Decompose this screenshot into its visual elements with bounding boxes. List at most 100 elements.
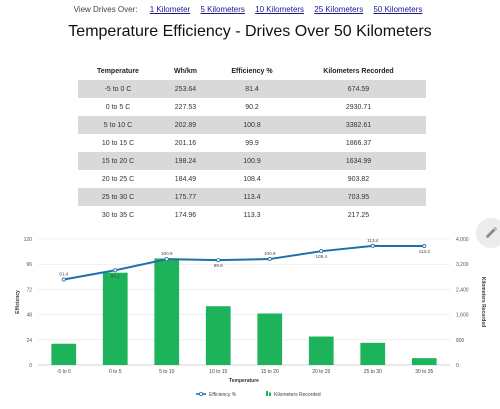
- line-point: [216, 258, 221, 263]
- line-point: [267, 257, 272, 262]
- y-right-tick-label: 4,000: [456, 237, 469, 243]
- cell-wh-km: 227.53: [158, 98, 213, 116]
- efficiency-table: Temperature Wh/km Efficiency % Kilometer…: [78, 62, 426, 224]
- y-left-axis-title: Efficiency: [15, 290, 21, 314]
- y-left-tick-label: 0: [29, 363, 32, 369]
- table-header-row: Temperature Wh/km Efficiency % Kilometer…: [78, 62, 426, 80]
- data-label: 81.4: [59, 272, 68, 277]
- line-point: [61, 277, 66, 282]
- filter-link-5km[interactable]: 5 Kilometers: [200, 5, 245, 14]
- cell-temperature: 0 to 5 C: [78, 98, 158, 116]
- table-row: 20 to 25 C 184.49 108.4 903.82: [78, 170, 426, 188]
- bar: [411, 358, 437, 365]
- cell-temperature: 15 to 20 C: [78, 152, 158, 170]
- cell-efficiency: 100.9: [213, 152, 291, 170]
- legend-line-marker: [198, 391, 203, 396]
- bar: [308, 336, 334, 365]
- line-point: [370, 243, 375, 248]
- filter-link-1km[interactable]: 1 Kilometer: [149, 5, 191, 14]
- cell-km-recorded: 674.59: [291, 80, 426, 98]
- cell-km-recorded: 217.25: [291, 206, 426, 224]
- y-right-tick-label: 2,400: [456, 287, 469, 293]
- y-left-tick-label: 120: [24, 237, 33, 243]
- line-point: [164, 257, 169, 262]
- y-right-tick-label: 0: [456, 363, 459, 369]
- cell-efficiency: 81.4: [213, 80, 291, 98]
- cell-wh-km: 174.96: [158, 206, 213, 224]
- cell-wh-km: 184.49: [158, 170, 213, 188]
- y-right-axis-title: Kilometers Recorded: [480, 277, 486, 327]
- bar: [51, 343, 77, 365]
- efficiency-line: [63, 244, 425, 281]
- x-axis-title: Temperature: [229, 378, 259, 384]
- cell-km-recorded: 703.95: [291, 188, 426, 206]
- cell-efficiency: 108.4: [213, 170, 291, 188]
- legend-label-km: Kilometers Recorded: [274, 392, 321, 398]
- cell-efficiency: 90.2: [213, 98, 291, 116]
- pencil-icon: [486, 227, 497, 238]
- table-row: 10 to 15 C 201.16 99.9 1866.37: [78, 134, 426, 152]
- col-header-temperature: Temperature: [78, 62, 158, 80]
- cell-temperature: 5 to 10 C: [78, 116, 158, 134]
- data-label: 108.4: [316, 254, 328, 259]
- x-tick-label: 25 to 30: [364, 369, 382, 375]
- x-tick-label: 0 to 5: [109, 369, 122, 375]
- data-label: 99.9: [214, 263, 223, 268]
- bar: [257, 313, 283, 365]
- x-tick-label: 20 to 25: [312, 369, 330, 375]
- cell-temperature: 20 to 25 C: [78, 170, 158, 188]
- data-label: 113.3: [419, 249, 431, 254]
- efficiency-chart: 0 24 48 72 96 120 0 800 1,600 2,400 3,200 4,000 81.4…: [15, 237, 486, 398]
- line-point: [113, 268, 118, 273]
- cell-wh-km: 202.89: [158, 116, 213, 134]
- data-label: 100.9: [264, 251, 276, 256]
- bar: [205, 306, 231, 365]
- cell-wh-km: 253.64: [158, 80, 213, 98]
- table-row: 30 to 35 C 174.96 113.3 217.25: [78, 206, 426, 224]
- cell-km-recorded: 3382.61: [291, 116, 426, 134]
- bar: [102, 272, 128, 365]
- col-header-efficiency: Efficiency %: [213, 62, 291, 80]
- x-tick-label: -5 to 0: [57, 369, 71, 375]
- cell-km-recorded: 1634.99: [291, 152, 426, 170]
- data-label: 113.4: [367, 238, 379, 243]
- line-point: [319, 249, 324, 254]
- y-left-tick-label: 72: [26, 287, 32, 293]
- filter-label: View Drives Over:: [73, 5, 138, 14]
- bar: [360, 342, 386, 365]
- drive-filter-bar: View Drives Over: 1 Kilometer 5 Kilomete…: [0, 5, 500, 14]
- cell-temperature: -5 to 0 C: [78, 80, 158, 98]
- table-row: -5 to 0 C 253.64 81.4 674.59: [78, 80, 426, 98]
- cell-km-recorded: 903.82: [291, 170, 426, 188]
- page-title: Temperature Efficiency - Drives Over 50 …: [68, 23, 432, 40]
- col-header-wh-km: Wh/km: [158, 62, 213, 80]
- filter-link-50km[interactable]: 50 Kilometers: [373, 5, 423, 14]
- table-row: 5 to 10 C 202.89 100.8 3382.61: [78, 116, 426, 134]
- y-right-tick-label: 800: [456, 338, 465, 344]
- bar: [154, 258, 180, 365]
- y-right-tick-label: 1,600: [456, 313, 469, 319]
- data-label: 90.2: [111, 273, 120, 278]
- x-tick-label: 30 to 35: [415, 369, 433, 375]
- table-row: 15 to 20 C 198.24 100.9 1634.99: [78, 152, 426, 170]
- cell-efficiency: 99.9: [213, 134, 291, 152]
- legend-label-efficiency: Efficiency %: [209, 392, 237, 398]
- legend-bar-swatch: [266, 391, 268, 396]
- y-left-tick-label: 24: [26, 338, 32, 344]
- cell-efficiency: 113.4: [213, 188, 291, 206]
- cell-km-recorded: 2930.71: [291, 98, 426, 116]
- line-point: [422, 244, 427, 249]
- cell-efficiency: 113.3: [213, 206, 291, 224]
- legend-bar-swatch: [269, 392, 271, 396]
- table-row: 25 to 30 C 175.77 113.4 703.95: [78, 188, 426, 206]
- x-tick-label: 10 to 15: [209, 369, 227, 375]
- filter-link-25km[interactable]: 25 Kilometers: [314, 5, 364, 14]
- cell-temperature: 30 to 35 C: [78, 206, 158, 224]
- col-header-km-recorded: Kilometers Recorded: [291, 62, 426, 80]
- y-left-tick-label: 48: [26, 313, 32, 319]
- filter-link-10km[interactable]: 10 Kilometers: [255, 5, 305, 14]
- x-tick-label: 5 to 10: [159, 369, 175, 375]
- cell-wh-km: 201.16: [158, 134, 213, 152]
- edit-button[interactable]: [476, 218, 500, 248]
- cell-efficiency: 100.8: [213, 116, 291, 134]
